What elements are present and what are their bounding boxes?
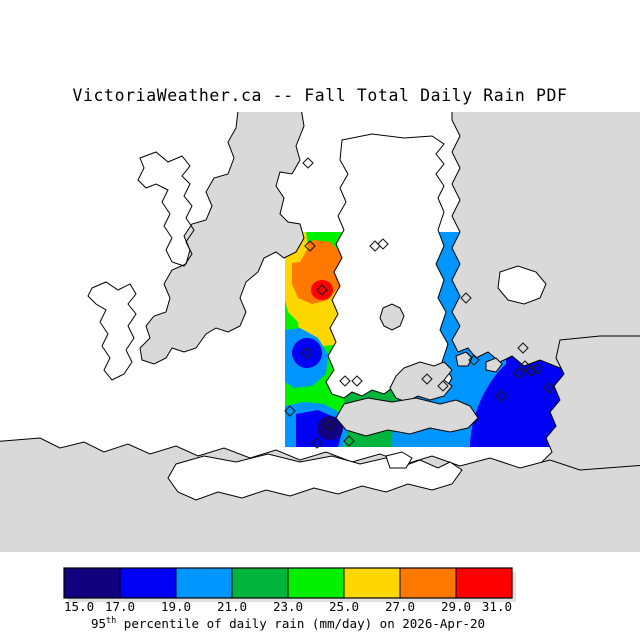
island-outline-upper [137,151,195,267]
station-marker [495,390,507,402]
landmass-victoria-south [335,397,479,437]
station-marker [311,437,323,449]
landmass-olympic-peninsula [0,437,640,552]
colorbar-segment-15.0-17.0 [63,567,121,599]
station-marker [302,157,314,169]
colorbar-segment-23.0-25.0 [287,567,345,599]
landmass-mainland-northeast [451,112,640,373]
map-panel [0,112,640,552]
station-marker [519,360,531,372]
island-mid-grid [379,303,405,331]
colorbar-segment-21.0-23.0 [231,567,289,599]
contour-band-29-31 [311,280,333,300]
colorbar-caption: 95th percentile of daily rain (mm/day) o… [91,616,485,631]
station-marker [284,405,296,417]
colorbar-tick-15.0: 15.0 [64,599,94,614]
station-marker [339,375,351,387]
station-marker [517,342,529,354]
contour-band-17-19-west [292,338,322,368]
colorbar-segment-19.0-21.0 [175,567,233,599]
colorbar-canvas: 15.0 17.0 19.0 21.0 23.0 25.0 27.0 29.0 31.0 95t… [0,560,640,640]
caption-prefix: 95 [91,616,106,631]
station-marker [460,292,472,304]
station-marker [468,354,480,366]
colorbar-segments [63,567,513,599]
island-gulf-2 [485,357,503,373]
station-marker [437,380,449,392]
landmass-saanich-peninsula [389,361,453,403]
landmass-vancouver-island [139,112,305,365]
figure-title: VictoriaWeather.ca -- Fall Total Daily R… [72,86,568,105]
station-marker [343,435,355,447]
inland-lake [385,451,413,469]
map-canvas [0,112,640,552]
caption-superscript: th [106,616,116,626]
contour-band-15-17-south [317,416,343,440]
island-outline-lower [87,281,137,381]
colorbar-segment-27.0-29.0 [399,567,457,599]
station-marker [324,419,336,431]
colorbar-tick-17.0: 17.0 [105,599,135,614]
contour-band-17-19-southeast [470,344,575,447]
caption-rest: percentile of daily rain (mm/day) on 202… [116,616,485,631]
colorbar-tick-31.0: 31.0 [482,599,512,614]
station-marker [377,238,389,250]
colorbar-frame [63,567,513,599]
station-marker [525,365,537,377]
station-marker [316,284,328,296]
colorbar-panel: 15.0 17.0 19.0 21.0 23.0 25.0 27.0 29.0 31.0 95t… [0,560,640,640]
colorbar-tick-19.0: 19.0 [161,599,191,614]
station-markers [284,157,555,449]
colorbar-segment-17.0-19.0 [119,567,177,599]
colorbar-segment-29.0-31.0 [455,567,513,599]
station-marker [304,240,316,252]
station-marker [351,375,363,387]
island-gulf-1 [455,351,473,367]
colorbar-tick-23.0: 23.0 [273,599,303,614]
station-marker [301,347,313,359]
inland-water-hood-canal [167,453,463,501]
station-marker [543,382,555,394]
station-marker [531,363,543,375]
colorbar-segment-25.0-27.0 [343,567,401,599]
station-marker [421,373,433,385]
colorbar-tick-27.0: 27.0 [385,599,415,614]
colorbar-tick-21.0: 21.0 [217,599,247,614]
colorbar-tick-25.0: 25.0 [329,599,359,614]
colorbar-tick-29.0: 29.0 [441,599,471,614]
station-marker [513,367,525,379]
colorbar-tick-labels: 15.0 17.0 19.0 21.0 23.0 25.0 27.0 29.0 31.0 [64,599,512,614]
island-san-juan [497,265,547,305]
